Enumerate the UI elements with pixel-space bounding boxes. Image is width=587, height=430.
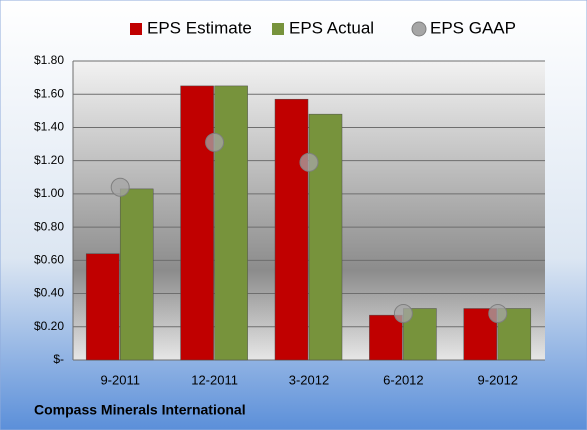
bar (119, 188, 154, 361)
bar (369, 314, 403, 361)
legend-marker (272, 23, 284, 35)
y-tick-label: $0.60 (34, 253, 64, 267)
bar (180, 85, 214, 361)
footer: Compass Minerals International (34, 402, 246, 418)
gaap-marker (488, 303, 508, 323)
y-tick-label: $0.80 (34, 219, 64, 233)
bar (403, 308, 437, 361)
y-tick-label: $1.20 (34, 153, 64, 167)
gaap-marker (110, 177, 130, 197)
gaap-marker (393, 303, 413, 323)
bar (85, 253, 120, 361)
legend-marker (411, 21, 427, 37)
gaap-marker (299, 152, 319, 172)
y-tick-label: $1.00 (34, 186, 64, 200)
y-tick-label: $0.40 (34, 286, 64, 300)
y-tick-label: $1.80 (34, 53, 64, 67)
x-tick-label: 3-2012 (289, 372, 329, 387)
legend-marker (130, 23, 142, 35)
x-tick-label: 6-2012 (383, 372, 423, 387)
x-tick-label: 12-2011 (191, 372, 238, 387)
bar (214, 85, 248, 361)
y-tick-label: $0.20 (34, 319, 64, 333)
x-tick-label: 9-2012 (478, 372, 518, 387)
y-tick-label: $1.40 (34, 120, 64, 134)
bar (274, 98, 309, 361)
x-tick-label: 9-2011 (100, 372, 140, 387)
y-tick-label: $- (53, 352, 64, 366)
legend-label: EPS Actual (289, 18, 374, 37)
y-tick-label: $1.60 (34, 86, 64, 100)
gaap-marker (205, 132, 225, 152)
legend-label: EPS Estimate (147, 18, 252, 37)
bar (308, 113, 343, 361)
legend-label: EPS GAAP (430, 18, 516, 37)
